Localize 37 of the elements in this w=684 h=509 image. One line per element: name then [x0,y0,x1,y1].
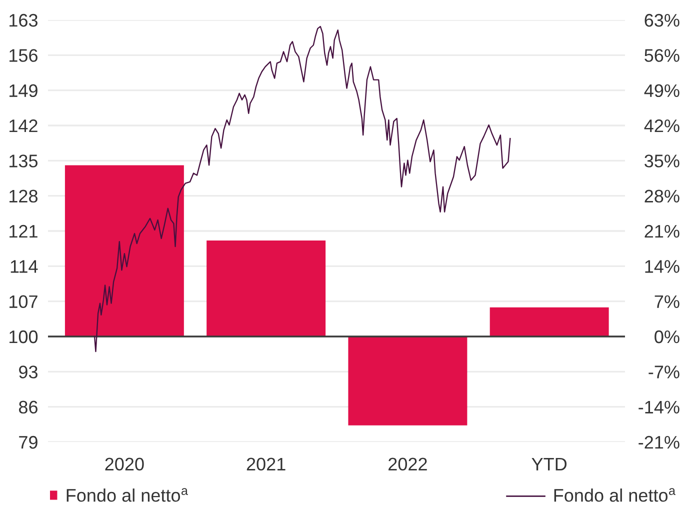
y-tick-label: 107 [10,295,38,308]
y-tick-label: 128 [10,190,38,203]
y2-tick-label: 56% [644,49,680,62]
y2-tick-label: 7% [654,295,680,308]
y2-tick-label: 21% [644,224,680,238]
y-tick-label: 163 [10,14,38,27]
y2-tick-label: -21% [638,436,680,449]
y2-tick-label: 28% [644,190,680,203]
y-tick-label: 149 [10,84,38,98]
line-series [94,26,511,352]
y-tick-label: 121 [10,224,38,238]
y-tick-label: 142 [10,119,38,132]
y2-tick-label: -7% [648,366,680,378]
bar [206,240,326,336]
bar [64,165,184,336]
x-tick-label: 2021 [246,458,286,471]
x-tick-label: 2022 [388,458,427,471]
legend-label: Fondo al netto$^{a}$ [66,488,188,502]
y-tick-label: 114 [10,260,38,273]
y-tick-label: 79 [19,436,38,449]
y-tick-label: 86 [18,400,38,414]
y-tick-label: 93 [19,366,38,378]
x-tick-label: YTD [532,458,567,470]
y2-tick-label: -14% [638,400,680,414]
x-tick-label: 2020 [105,458,144,471]
y2-tick-label: 42% [644,119,680,132]
y2-tick-label: 14% [645,260,680,273]
y2-tick-label: 0% [654,330,680,344]
y-tick-label: 156 [10,49,38,62]
bar [490,307,609,336]
y2-tick-label: 35% [644,154,680,168]
bar [348,336,468,426]
y-tick-label: 100 [10,330,38,344]
y2-tick-label: 63% [644,14,680,27]
y-tick-label: 135 [10,154,38,168]
y2-tick-label: 49% [644,84,680,98]
legend-label: Fondo al netto$^{a}$ [554,488,676,502]
